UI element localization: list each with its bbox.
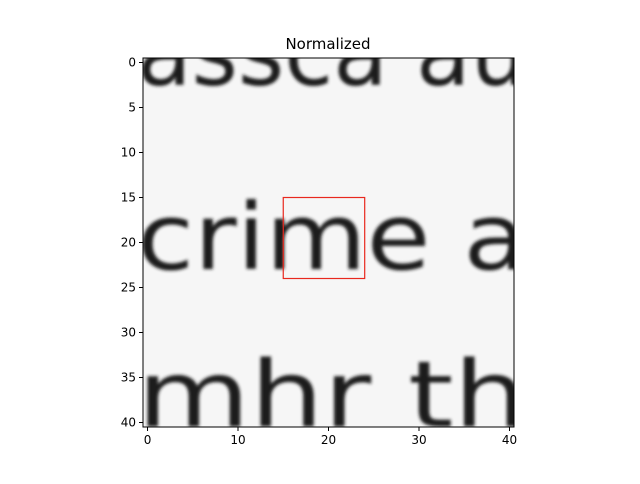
x-tick-label: 10	[230, 433, 245, 447]
x-tick-label: 20	[321, 433, 336, 447]
x-tick-label: 30	[411, 433, 426, 447]
x-tick-label: 0	[144, 433, 152, 447]
y-tick-label: 5	[128, 101, 136, 115]
y-tick-label: 10	[121, 146, 136, 160]
x-tick-label: 40	[502, 433, 517, 447]
y-tick-label: 40	[121, 416, 136, 430]
y-tick-label: 35	[121, 371, 136, 385]
image-text-row: mhr th	[137, 342, 527, 449]
highlight-box	[282, 196, 366, 280]
y-tick-label: 30	[121, 326, 136, 340]
image-text-row: crime a	[137, 184, 527, 291]
image-text-row: assca au	[137, 0, 527, 107]
y-tick-label: 0	[128, 56, 136, 70]
y-axis: 0 5 10 15 20 25 30 35 40	[121, 56, 143, 430]
x-axis: 0 10 20 30 40	[144, 427, 517, 447]
y-tick-label: 15	[121, 191, 136, 205]
image-background	[143, 58, 514, 427]
chart-title: Normalized	[285, 35, 370, 53]
y-tick-label: 25	[121, 281, 136, 295]
heatmap-image: assca au crime a mhr th	[137, 0, 527, 449]
y-tick-label: 20	[121, 236, 136, 250]
